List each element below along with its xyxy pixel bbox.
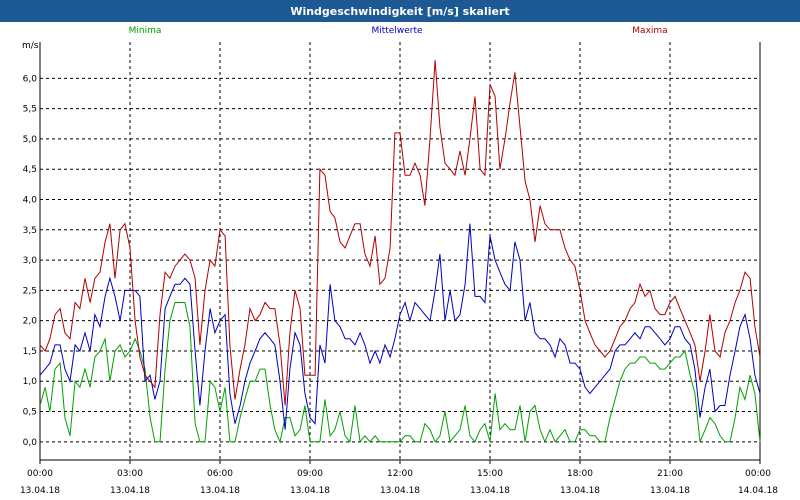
y-tick-label: 1,5 (23, 347, 37, 357)
y-tick-label: 0,0 (23, 438, 38, 448)
x-tick-date: 13.04.18 (470, 486, 510, 496)
x-tick-time: 18:00 (567, 469, 593, 479)
y-tick-label: 1,0 (23, 377, 38, 387)
chart-title-bar: Windgeschwindigkeit [m/s] skaliert (0, 0, 800, 22)
series-line-maxima (39, 60, 761, 406)
x-tick-time: 21:00 (657, 469, 683, 479)
x-tick-date: 13.04.18 (20, 486, 60, 496)
legend: Minima Mittelwerte Maxima (129, 26, 668, 36)
x-tick-time: 09:00 (297, 469, 323, 479)
x-tick-time: 00:00 (745, 469, 771, 479)
wind-speed-chart: m/s 0,0 0,5 1,0 1,5 2,0 2,5 3,0 3,5 4,0 4,5 5,0 5,5… (20, 26, 778, 496)
x-tick-labels: 00:00 13.04.18 03:00 13.04.18 06:00 13.04.18 0… (20, 469, 778, 496)
x-tick-time: 03:00 (117, 469, 143, 479)
x-tick-date: 13.04.18 (290, 486, 330, 496)
y-tick-label: 3,0 (23, 256, 38, 266)
y-tick-label: 4,5 (23, 165, 37, 175)
y-tick-label: 4,0 (23, 196, 38, 206)
legend-entry-maxima: Maxima (632, 26, 667, 36)
x-tick-date: 13.04.18 (200, 486, 240, 496)
y-tick-label: 6,0 (23, 74, 38, 84)
x-tick-time: 06:00 (207, 469, 233, 479)
y-tick-label: 5,0 (23, 135, 38, 145)
legend-entry-mittelwerte: Mittelwerte (371, 26, 422, 36)
series-line-minima (39, 302, 761, 444)
y-tick-labels: 0,0 0,5 1,0 1,5 2,0 2,5 3,0 3,5 4,0 4,5 5,0 5,5 6,0 (23, 74, 38, 447)
y-tick-label: 3,5 (23, 226, 37, 236)
x-tick-date: 13.04.18 (560, 486, 600, 496)
x-tick-date: 13.04.18 (650, 486, 690, 496)
y-tick-label: 2,5 (23, 286, 37, 296)
x-tick-date: 13.04.18 (380, 486, 420, 496)
series-line-mittelwerte (39, 223, 761, 430)
y-axis-unit: m/s (22, 41, 39, 51)
x-tick-time: 12:00 (387, 469, 413, 479)
x-tick-time: 00:00 (27, 469, 53, 479)
x-tick-date: 13.04.18 (110, 486, 150, 496)
y-tick-label: 0,5 (23, 408, 37, 418)
chart-title: Windgeschwindigkeit [m/s] skaliert (290, 4, 510, 18)
legend-entry-minima: Minima (129, 26, 162, 36)
x-tick-date: 14.04.18 (738, 486, 778, 496)
series-lines (39, 60, 761, 444)
x-tick-time: 15:00 (477, 469, 503, 479)
y-tick-label: 5,5 (23, 105, 37, 115)
y-tick-label: 2,0 (23, 317, 38, 327)
